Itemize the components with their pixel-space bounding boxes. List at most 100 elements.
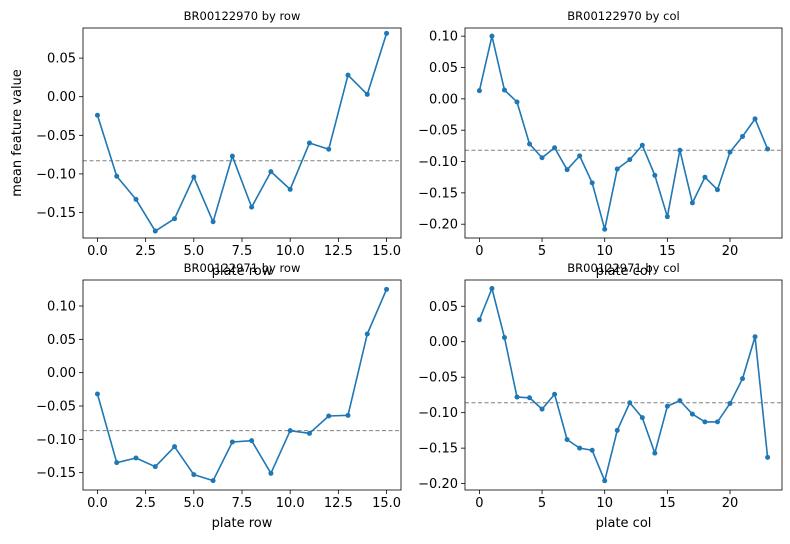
data-point xyxy=(765,454,771,460)
data-point xyxy=(589,180,595,186)
x-tick-label: 0 xyxy=(475,244,483,259)
series-line xyxy=(96,289,388,482)
data-point xyxy=(210,478,216,484)
y-tick-label: 0.05 xyxy=(47,52,76,67)
axes-frame xyxy=(464,27,783,239)
x-axis-label: plate row xyxy=(212,264,273,279)
x-tick-label: 12.5 xyxy=(324,496,353,511)
data-point xyxy=(614,166,620,172)
x-tick-label: 10.0 xyxy=(276,244,305,259)
data-point xyxy=(602,226,608,232)
x-axis-label: plate col xyxy=(596,264,652,279)
data-point xyxy=(727,149,733,155)
y-tick-label: 0.10 xyxy=(47,300,76,315)
x-axis-label: plate row xyxy=(212,516,273,531)
x-tick-label: 0.0 xyxy=(87,244,108,259)
data-point xyxy=(589,447,595,453)
y-tick-label: −0.15 xyxy=(418,442,458,457)
data-point xyxy=(577,153,583,159)
data-point xyxy=(765,146,771,152)
data-point xyxy=(740,376,746,382)
x-tick-label: 5.0 xyxy=(183,496,204,511)
y-tick-label: −0.15 xyxy=(36,206,76,221)
y-axis-label: mean feature value xyxy=(10,69,25,197)
data-point xyxy=(287,186,293,192)
data-point xyxy=(345,412,351,418)
data-point xyxy=(249,204,255,210)
x-tick-label: 15 xyxy=(659,496,676,511)
data-point xyxy=(114,460,120,466)
y-tick-label: 0.05 xyxy=(429,300,458,315)
panel-3: 0.0 2.5 5.0 7.5 10.0 12.5 15.0 −0.15 −0.10 −0.05 0… xyxy=(36,261,402,531)
data-point xyxy=(539,406,545,412)
data-point xyxy=(727,400,733,406)
x-tick-label: 15.0 xyxy=(372,496,401,511)
data-point xyxy=(714,419,720,425)
x-tick-label: 5 xyxy=(538,496,546,511)
chart-title: BR00122970 by col xyxy=(567,9,679,23)
y-tick-label: −0.05 xyxy=(418,124,458,139)
data-point xyxy=(326,146,332,152)
data-point xyxy=(564,437,570,443)
data-point xyxy=(94,112,100,118)
data-point xyxy=(664,403,670,409)
data-point xyxy=(602,478,608,484)
x-tick-label: 2.5 xyxy=(135,244,156,259)
panel-1: 0.0 2.5 5.0 7.5 10.0 12.5 15.0 −0.15 −0.10 −0.05 0… xyxy=(10,9,402,279)
data-point xyxy=(702,419,708,425)
y-tick-label: −0.10 xyxy=(36,433,76,448)
data-point xyxy=(527,141,533,147)
data-point xyxy=(514,99,520,105)
x-tick-label: 7.5 xyxy=(232,496,253,511)
data-point xyxy=(664,214,670,220)
data-point xyxy=(345,72,351,78)
data-point xyxy=(229,153,235,159)
data-point xyxy=(306,430,312,436)
series-line xyxy=(96,33,388,232)
data-point xyxy=(740,133,746,139)
y-tick-label: −0.10 xyxy=(418,406,458,421)
x-tick-label: 2.5 xyxy=(135,496,156,511)
data-point xyxy=(527,395,533,401)
data-point xyxy=(476,317,482,323)
data-point xyxy=(677,147,683,153)
data-point xyxy=(639,415,645,421)
data-point xyxy=(384,30,390,36)
y-tick-label: −0.15 xyxy=(36,466,76,481)
data-point xyxy=(306,140,312,146)
data-point xyxy=(489,286,495,292)
data-point xyxy=(677,398,683,404)
data-point xyxy=(476,88,482,94)
data-point xyxy=(268,470,274,476)
panel-2: 0 5 10 15 20 −0.20 −0.15 −0.10 −0.05 0.00 0.05 0.10… xyxy=(418,9,783,279)
y-tick-label: −0.20 xyxy=(418,477,458,492)
data-point xyxy=(268,169,274,175)
data-point xyxy=(752,116,758,122)
data-point xyxy=(614,427,620,433)
x-tick-label: 5.0 xyxy=(183,244,204,259)
data-point xyxy=(133,196,139,202)
y-tick-label: 0.00 xyxy=(47,366,76,381)
chart-title: BR00122971 by row xyxy=(184,261,301,275)
x-tick-label: 0 xyxy=(475,496,483,511)
data-point xyxy=(249,438,255,444)
data-point xyxy=(210,219,216,225)
data-point xyxy=(287,428,293,434)
data-point xyxy=(384,286,390,292)
data-point xyxy=(489,33,495,39)
data-point xyxy=(539,155,545,161)
y-tick-label: 0.00 xyxy=(429,92,458,107)
data-point xyxy=(552,145,558,151)
x-tick-label: 7.5 xyxy=(232,244,253,259)
y-tick-label: 0.10 xyxy=(429,30,458,45)
series-line xyxy=(478,35,769,231)
data-point xyxy=(564,167,570,173)
data-point xyxy=(326,413,332,419)
chart-title: BR00122971 by col xyxy=(567,261,679,275)
data-point xyxy=(133,455,139,461)
data-point xyxy=(639,142,645,148)
y-tick-label: −0.15 xyxy=(418,186,458,201)
data-point xyxy=(501,87,507,93)
data-point xyxy=(191,472,197,478)
